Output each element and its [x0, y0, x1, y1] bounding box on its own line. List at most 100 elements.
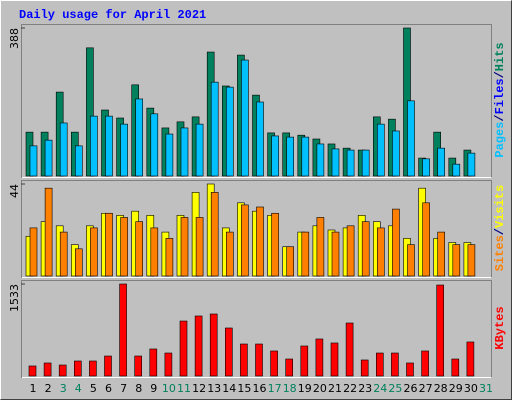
bar [345, 322, 354, 377]
bar [255, 343, 263, 377]
bar [437, 231, 446, 277]
x-tick-label: 5 [90, 382, 97, 395]
bar [149, 348, 158, 377]
x-tick-label: 14 [222, 382, 236, 395]
x-tick-label: 9 [150, 382, 157, 395]
bar [316, 217, 325, 277]
bar [241, 204, 249, 277]
x-tick-label: 26 [404, 382, 418, 395]
bar [135, 98, 143, 177]
x-tick-label: 1 [30, 382, 37, 395]
bar [346, 225, 355, 277]
x-tick-label: 8 [135, 382, 142, 395]
x-tick-label: 20 [313, 382, 327, 395]
x-tick-label: 7 [120, 382, 127, 395]
bar [28, 365, 37, 377]
bar [179, 320, 188, 377]
bar [195, 217, 204, 277]
bar [120, 217, 128, 277]
bar [271, 212, 279, 277]
x-tick-label: 25 [388, 382, 402, 395]
bar [467, 152, 476, 177]
y-tick-label: 388 [8, 28, 21, 49]
bar [209, 313, 218, 377]
bar [104, 355, 112, 377]
bar [452, 244, 461, 277]
bar [165, 133, 174, 177]
bar [86, 47, 94, 177]
bar [210, 192, 219, 277]
bar [361, 221, 370, 277]
bar [105, 212, 113, 277]
axis-label-part: Hits [493, 42, 507, 71]
bar [59, 231, 68, 277]
bar [256, 101, 264, 177]
bar [59, 122, 68, 177]
axis-label-separator: / [493, 114, 507, 121]
x-tick-label: 13 [207, 382, 221, 395]
bar [44, 187, 53, 277]
bar [44, 139, 53, 177]
axis-label-part: Pages [493, 122, 507, 158]
bar [301, 231, 310, 277]
bar [120, 123, 128, 177]
bar [29, 145, 38, 177]
bar [165, 238, 174, 277]
bar [75, 145, 83, 177]
bar [74, 360, 82, 377]
bar [451, 358, 460, 377]
x-tick-label: 27 [419, 382, 433, 395]
x-tick-label: 28 [434, 382, 448, 395]
bar [225, 327, 233, 377]
x-tick-label: 21 [328, 382, 342, 395]
x-tick-label: 24 [373, 382, 387, 395]
x-tick-label: 23 [358, 382, 372, 395]
bar [376, 123, 385, 177]
bar [150, 227, 159, 277]
bar [271, 135, 279, 177]
axis-label: KBytes [493, 306, 507, 349]
x-tick-label: 16 [253, 382, 267, 395]
bar [75, 248, 83, 277]
bar [256, 206, 264, 277]
bar [406, 362, 414, 377]
bar [316, 143, 325, 177]
bar [392, 130, 400, 177]
bar [134, 355, 142, 377]
bar [180, 217, 189, 277]
y-tick-label: 1533 [8, 284, 21, 312]
bar [270, 350, 278, 377]
axis-label: Pages/Files/Hits [493, 42, 507, 157]
bar [90, 227, 98, 277]
bar [331, 148, 340, 177]
bar [452, 163, 461, 177]
bar [467, 244, 476, 277]
bar [331, 231, 340, 277]
bar [240, 343, 248, 377]
axis-label: Sites/Visits [493, 185, 507, 271]
x-tick-label: 31 [479, 382, 493, 395]
bar [361, 149, 370, 177]
bar [150, 113, 159, 177]
axis-label-part: Sites [493, 235, 507, 271]
chart-title: Daily usage for April 2021 [19, 8, 206, 22]
bar [346, 149, 355, 177]
x-tick-label: 2 [45, 382, 52, 395]
bar [58, 364, 67, 377]
x-tick-label: 30 [464, 382, 478, 395]
bar [407, 100, 415, 177]
bar [195, 123, 204, 177]
bar [376, 227, 385, 277]
x-tick-label: 6 [105, 382, 112, 395]
bar [375, 352, 384, 377]
x-tick-label: 17 [268, 382, 282, 395]
x-tick-label: 29 [449, 382, 463, 395]
bar [391, 352, 399, 377]
bar [422, 202, 430, 277]
bar [43, 362, 52, 377]
axis-label-part: Visits [493, 185, 507, 228]
x-tick-label: 10 [162, 382, 176, 395]
bar [135, 221, 143, 277]
bar [360, 359, 369, 377]
